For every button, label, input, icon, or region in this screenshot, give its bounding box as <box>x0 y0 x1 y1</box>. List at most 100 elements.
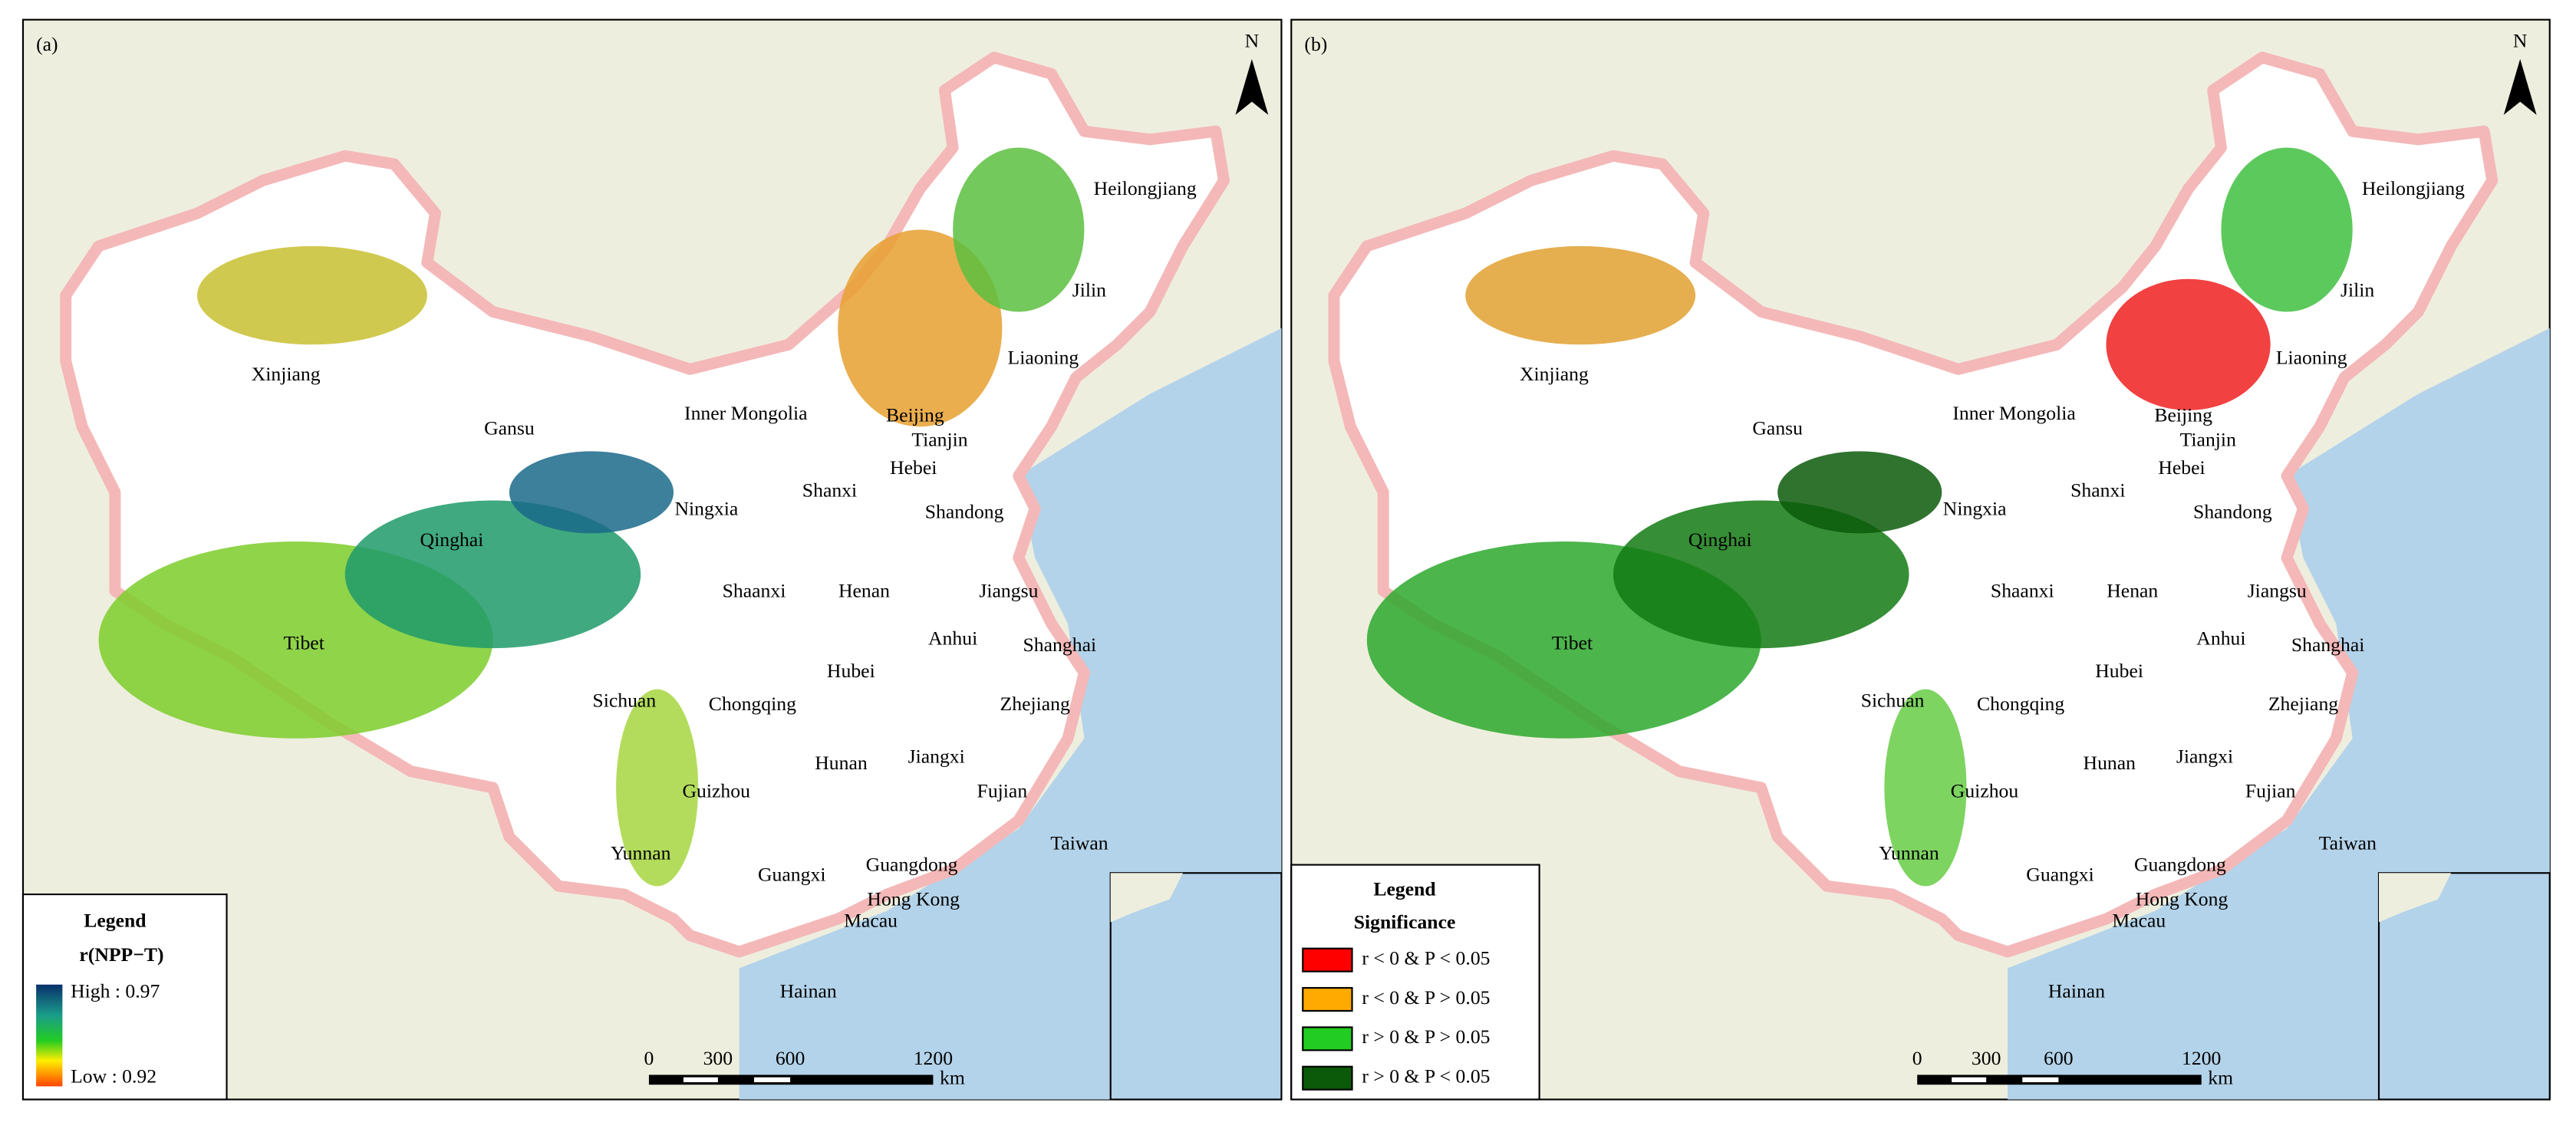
province-label: Hunan <box>2084 752 2136 774</box>
province-label: Guizhou <box>682 779 750 801</box>
legend-title: Legend <box>84 909 146 931</box>
province-label: Shandong <box>925 501 1004 523</box>
scale-bar <box>648 1075 934 1085</box>
province-label: Heilongjiang <box>1094 177 1197 199</box>
province-label: Jilin <box>1072 279 1106 301</box>
province-label: Jilin <box>2340 279 2374 301</box>
province-label: Heilongjiang <box>2362 177 2465 199</box>
scale-tick: 1200 <box>914 1047 953 1069</box>
scale-tick: 600 <box>776 1047 805 1069</box>
province-label: Shanxi <box>802 479 857 502</box>
north-label: N <box>1245 30 1260 52</box>
scale-tick: 300 <box>1972 1047 2001 1069</box>
province-label: Taiwan <box>2319 832 2377 854</box>
province-label: Gansu <box>484 416 535 439</box>
province-label: Jiangxi <box>908 745 965 767</box>
legend-swatch <box>1302 986 1353 1012</box>
province-label: Beijing <box>886 403 944 426</box>
province-label: Xinjiang <box>1520 363 1589 385</box>
province-label: Henan <box>838 579 890 601</box>
legend-subtitle: Significance <box>1354 910 1456 933</box>
scale-bar-segment <box>2022 1077 2059 1083</box>
scale-unit: km <box>940 1067 965 1089</box>
province-label: Guangdong <box>866 854 958 876</box>
province-label: Hubei <box>827 660 875 682</box>
scale-tick: 1200 <box>2182 1047 2221 1069</box>
province-label: Macau <box>844 909 898 931</box>
province-label: Hong Kong <box>867 888 960 910</box>
province-label: Taiwan <box>1050 832 1108 854</box>
vegetation-area <box>616 689 699 887</box>
province-label: Guizhou <box>1951 779 2019 801</box>
map-panel: (b) Heilongjiang Jilin Liaoning Xinjiang Gans… <box>1290 18 2551 1101</box>
legend-subtitle: r(NPP−T) <box>79 943 163 966</box>
legend-ramp <box>36 984 63 1087</box>
province-label: Jiangxi <box>2176 745 2233 767</box>
province-label: Shanghai <box>2291 634 2365 656</box>
province-label: Liaoning <box>2276 346 2347 368</box>
panel-label: (b) <box>1304 33 1327 55</box>
province-label: Xinjiang <box>252 363 321 385</box>
province-label: Yunnan <box>1879 842 1939 864</box>
legend-swatch <box>1302 1065 1353 1091</box>
scale-bar-segment <box>753 1077 791 1083</box>
legend-high: High : 0.97 <box>71 979 160 1002</box>
scale-bar-segment <box>683 1077 718 1083</box>
province-label: Jiangsu <box>979 579 1038 601</box>
vegetation-area <box>509 451 674 534</box>
province-label: Sichuan <box>592 690 656 712</box>
scale-tick: 300 <box>703 1047 733 1069</box>
province-label: Qinghai <box>1688 528 1752 551</box>
province-label: Shaanxi <box>1991 579 2054 601</box>
legend-low: Low : 0.92 <box>71 1065 156 1088</box>
province-label: Shandong <box>2193 501 2272 523</box>
north-label: N <box>2513 30 2528 52</box>
province-label: Tibet <box>1552 632 1593 654</box>
scale-bar-segment <box>1952 1077 1987 1083</box>
panel-label: (a) <box>36 33 58 55</box>
province-label: Hunan <box>815 752 868 774</box>
scale-tick: 0 <box>644 1047 654 1069</box>
province-label: Beijing <box>2154 403 2212 426</box>
legend-box <box>1290 864 1540 1101</box>
province-label: Henan <box>2107 579 2158 601</box>
map-panel: (a) Heilongjiang Jilin Liaoning Xinjiang Gans… <box>21 18 1283 1101</box>
north-arrow <box>1235 59 1269 115</box>
province-label: Ningxia <box>675 497 739 519</box>
vegetation-area <box>1613 500 1909 649</box>
province-label: Guangxi <box>758 863 825 885</box>
legend-item: r > 0 & P > 0.05 <box>1362 1025 1490 1048</box>
vegetation-area <box>1777 451 1942 534</box>
scale-unit: km <box>2208 1067 2233 1089</box>
province-label: Guangxi <box>2026 863 2093 885</box>
legend-item: r > 0 & P < 0.05 <box>1362 1065 1490 1088</box>
province-label: Inner Mongolia <box>1952 402 2076 424</box>
province-label: Shaanxi <box>723 579 786 601</box>
province-label: Qinghai <box>420 528 484 551</box>
province-label: Hebei <box>890 456 937 479</box>
vegetation-area <box>953 147 1085 312</box>
province-label: Chongqing <box>709 693 796 715</box>
province-label: Anhui <box>2196 627 2245 649</box>
province-label: Guangdong <box>2134 854 2226 876</box>
province-label: Fujian <box>2245 779 2296 801</box>
legend-swatch <box>1302 947 1353 973</box>
province-label: Ningxia <box>1943 497 2007 519</box>
province-label: Zhejiang <box>2268 693 2338 715</box>
province-label: Shanxi <box>2070 479 2125 502</box>
legend-item: r < 0 & P < 0.05 <box>1362 947 1490 969</box>
province-label: Anhui <box>928 627 977 649</box>
legend-swatch <box>1302 1026 1353 1052</box>
province-label: Gansu <box>1752 416 1803 439</box>
north-arrow <box>2503 59 2537 115</box>
province-label: Tibet <box>284 632 324 654</box>
province-label: Hong Kong <box>2136 888 2228 910</box>
province-label: Hainan <box>2048 979 2105 1002</box>
scale-tick: 600 <box>2044 1047 2074 1069</box>
province-label: Tianjin <box>911 428 967 450</box>
legend-item: r < 0 & P > 0.05 <box>1362 986 1490 1009</box>
province-label: Inner Mongolia <box>684 402 808 424</box>
legend-title: Legend <box>1373 878 1435 900</box>
vegetation-area <box>1465 245 1696 345</box>
